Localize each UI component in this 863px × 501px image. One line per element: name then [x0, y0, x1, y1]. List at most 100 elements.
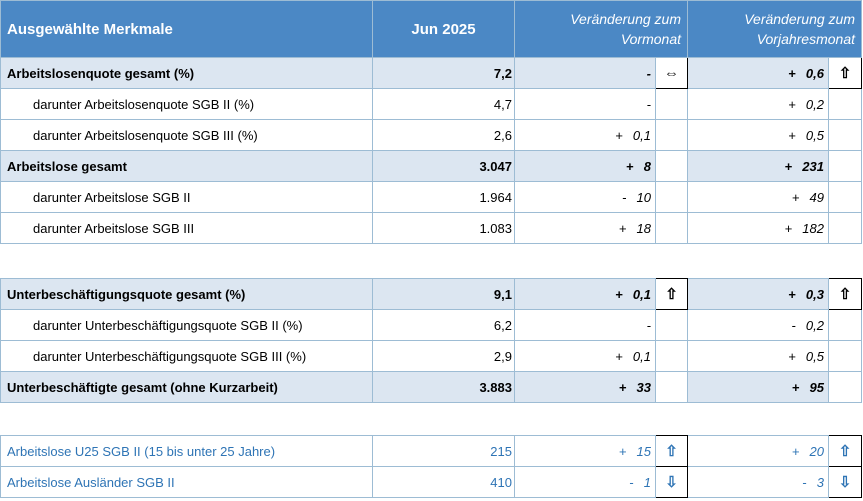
row-label: darunter Unterbeschäftigungsquote SGB II…: [0, 340, 373, 372]
row-value: 2,9: [372, 340, 515, 372]
change-month-value: 8: [643, 158, 651, 174]
change-year-value: 49: [809, 189, 824, 205]
row-label[interactable]: Arbeitslose U25 SGB II (15 bis unter 25 …: [0, 435, 373, 467]
table-row[interactable]: Arbeitslose U25 SGB II (15 bis unter 25 …: [0, 435, 862, 467]
row-change-year: -3: [687, 466, 829, 498]
change-month-value: 18: [636, 220, 651, 236]
change-month-value: 1: [643, 474, 651, 490]
trend-year-icon: [828, 88, 862, 120]
header-change-year-line2: Vorjahresmonat: [756, 31, 855, 47]
change-month-value: 0,1: [632, 348, 651, 364]
trend-year-icon: ⇩: [828, 466, 862, 498]
change-year-sign: +: [791, 379, 800, 395]
change-year-value: 0,3: [805, 286, 824, 302]
row-change-year: +0,3: [687, 278, 829, 310]
table-section-3: Arbeitslose U25 SGB II (15 bis unter 25 …: [0, 435, 862, 498]
change-month-value: -: [646, 317, 651, 333]
table-row: darunter Arbeitslosenquote SGB III (%) 2,…: [0, 119, 862, 151]
row-value: 1.083: [372, 212, 515, 244]
row-change-year: +49: [687, 181, 829, 213]
header-period: Jun 2025: [372, 0, 515, 58]
table-row: Unterbeschäftigungsquote gesamt (%) 9,1 +0…: [0, 278, 862, 310]
row-change-month: +0,1: [514, 340, 656, 372]
change-month-value: 0,1: [632, 127, 651, 143]
trend-month-icon: ⇧: [655, 278, 688, 310]
table-section-1: Ausgewählte Merkmale Jun 2025 Veränderun…: [0, 0, 862, 244]
row-label: Unterbeschäftigte gesamt (ohne Kurzarbei…: [0, 371, 373, 403]
trend-month-icon: [655, 309, 688, 341]
change-month-sign: +: [618, 443, 627, 459]
trend-month-icon: [655, 88, 688, 120]
row-change-month: -1: [514, 466, 656, 498]
row-value: 6,2: [372, 309, 515, 341]
row-change-month: +15: [514, 435, 656, 467]
change-month-sign: +: [618, 220, 627, 236]
header-feature: Ausgewählte Merkmale: [0, 0, 373, 58]
change-month-value: 0,1: [632, 286, 651, 302]
change-year-sign: +: [784, 220, 793, 236]
change-month-sign: +: [615, 127, 623, 143]
row-label: Arbeitslose gesamt: [0, 150, 373, 182]
change-year-value: 95: [809, 379, 824, 395]
table-row[interactable]: Arbeitslose Ausländer SGB II 410-1 ⇩ -3 ⇩: [0, 466, 862, 498]
change-month-value: 10: [636, 189, 651, 205]
row-change-year: +0,5: [687, 340, 829, 372]
change-month-sign: +: [626, 158, 634, 174]
row-label: Arbeitslosenquote gesamt (%): [0, 57, 373, 89]
change-year-value: 20: [809, 443, 824, 459]
trend-month-icon: [655, 181, 688, 213]
change-month-value: 15: [636, 443, 651, 459]
trend-year-icon: [828, 212, 862, 244]
row-label: darunter Arbeitslose SGB III: [0, 212, 373, 244]
row-value: 215: [372, 435, 515, 467]
header-change-year: Veränderung zum Vorjahresmonat: [687, 0, 862, 58]
change-year-value: 3: [816, 474, 824, 490]
table-row: darunter Arbeitslosenquote SGB II (%) 4,7…: [0, 88, 862, 120]
row-value: 1.964: [372, 181, 515, 213]
table-row: Arbeitslosenquote gesamt (%) 7,2 - ⇔ +0,6 ⇧: [0, 57, 862, 89]
row-value: 3.047: [372, 150, 515, 182]
section-3-body: Arbeitslose U25 SGB II (15 bis unter 25 …: [0, 435, 862, 498]
row-value: 9,1: [372, 278, 515, 310]
row-label[interactable]: Arbeitslose Ausländer SGB II: [0, 466, 373, 498]
trend-year-icon: [828, 309, 862, 341]
table-row: Arbeitslose gesamt 3.047 +8 +231: [0, 150, 862, 182]
change-year-sign: +: [791, 443, 800, 459]
change-year-value: 182: [802, 220, 824, 236]
row-change-month: +33: [514, 371, 656, 403]
header-change-month-line1: Veränderung zum: [570, 11, 681, 27]
row-change-month: +0,1: [514, 278, 656, 310]
row-change-year: +0,2: [687, 88, 829, 120]
trend-year-icon: ⇧: [828, 57, 862, 89]
section-1-body: Arbeitslosenquote gesamt (%) 7,2- ⇔ +0,6 ⇧ da…: [0, 57, 862, 244]
row-change-month: -10: [514, 181, 656, 213]
trend-year-icon: [828, 371, 862, 403]
change-month-value: 33: [636, 379, 651, 395]
change-month-sign: +: [615, 286, 623, 302]
table-row: darunter Unterbeschäftigungsquote SGB II…: [0, 340, 862, 372]
row-change-year: +0,6: [687, 57, 829, 89]
row-value: 7,2: [372, 57, 515, 89]
row-change-month: -: [514, 57, 656, 89]
row-label: darunter Arbeitslosenquote SGB III (%): [0, 119, 373, 151]
trend-year-icon: ⇧: [828, 278, 862, 310]
section-2-body: Unterbeschäftigungsquote gesamt (%) 9,1 +0…: [0, 278, 862, 403]
row-change-month: -: [514, 309, 656, 341]
row-label: darunter Unterbeschäftigungsquote SGB II…: [0, 309, 373, 341]
change-year-sign: +: [788, 348, 796, 364]
row-label: Unterbeschäftigungsquote gesamt (%): [0, 278, 373, 310]
change-month-value: -: [646, 65, 651, 81]
table-row: darunter Arbeitslose SGB II 1.964-10 +49: [0, 181, 862, 213]
row-change-year: +20: [687, 435, 829, 467]
table-section-2: Unterbeschäftigungsquote gesamt (%) 9,1 +0…: [0, 278, 862, 403]
trend-month-icon: [655, 150, 688, 182]
row-change-month: -: [514, 88, 656, 120]
change-year-sign: +: [788, 96, 796, 112]
trend-month-icon: ⇔: [655, 57, 688, 89]
change-year-sign: +: [791, 189, 800, 205]
change-year-value: 0,5: [805, 348, 824, 364]
change-year-value: 0,5: [805, 127, 824, 143]
trend-year-icon: [828, 119, 862, 151]
change-year-sign: +: [784, 158, 793, 174]
trend-year-icon: [828, 150, 862, 182]
